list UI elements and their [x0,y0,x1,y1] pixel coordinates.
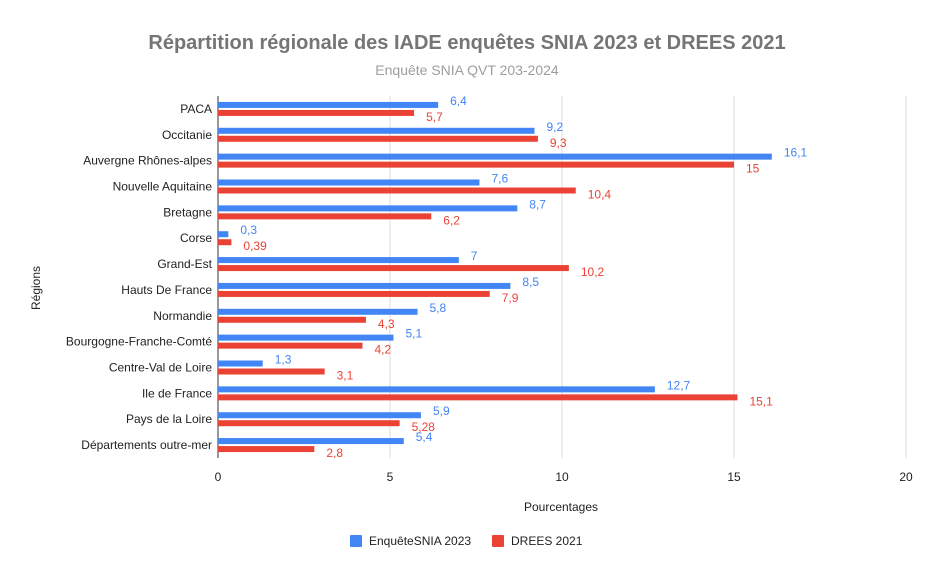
bar [218,135,538,142]
data-label: 4,2 [374,343,391,357]
bar [218,334,394,341]
data-label: 10,4 [588,188,612,202]
bar [218,420,400,427]
bar [218,386,655,393]
bar [218,394,738,401]
bar [218,127,535,134]
data-label: 0,3 [240,223,257,237]
bar [218,187,576,194]
x-tick-label: 5 [387,470,394,484]
bar [218,342,363,349]
bar [218,239,232,246]
data-label: 5,1 [405,327,422,341]
y-category-label: Départements outre-mer [81,438,212,452]
data-label: 16,1 [784,146,808,160]
y-category-label: Centre-Val de Loire [109,361,212,375]
bar [218,109,415,116]
data-label: 12,7 [667,378,691,392]
chart-subtitle: Enquête SNIA QVT 203-2024 [375,62,559,78]
legend-label-snia: EnquêteSNIA 2023 [369,534,471,548]
legend: EnquêteSNIA 2023 DREES 2021 [350,534,583,548]
data-label: 8,7 [529,197,546,211]
bar [218,179,480,186]
bar [218,265,569,272]
bar [218,446,315,453]
bar [218,412,421,419]
x-tick-label: 10 [555,470,569,484]
data-label: 2,8 [326,446,343,460]
y-category-label: Bourgogne-Franche-Comté [66,335,212,349]
data-label: 6,4 [450,94,467,108]
data-label: 5,28 [412,420,436,434]
chart-title: Répartition régionale des IADE enquêtes … [148,32,785,54]
data-label: 15 [746,162,760,176]
data-label: 1,3 [275,353,292,367]
y-category-label: Auvergne Rhônes-alpes [83,154,212,168]
bar [218,161,734,168]
legend-swatch-drees [492,535,504,547]
data-label: 7,6 [491,172,508,186]
legend-label-drees: DREES 2021 [511,534,583,548]
data-label: 5,7 [426,110,443,124]
y-category-label: Normandie [153,309,212,323]
data-label: 9,2 [546,120,563,134]
bar [218,101,439,108]
x-tick-label: 15 [727,470,741,484]
data-label: 10,2 [581,265,605,279]
legend-swatch-snia [350,535,362,547]
bar [218,231,229,238]
y-axis-categories: PACA Occitanie Auvergne Rhônes-alpes Nouvel… [66,102,213,452]
data-label: 7,9 [502,291,519,305]
x-axis-title: Pourcentages [524,500,598,514]
data-labels: 6,4 5,7 9,2 9,3 16,1 15 7,6 10,4 8,7 6,2 0,3 0,39 7 1… [240,94,807,460]
y-category-label: Ile de France [142,386,212,400]
data-label: 0,39 [243,239,267,253]
data-label: 5,8 [430,301,447,315]
bar [218,213,432,220]
y-category-label: Pays de la Loire [126,412,212,426]
y-axis-title: Régions [29,266,43,310]
x-tick-label: 0 [215,470,222,484]
y-category-label: PACA [180,102,212,116]
y-category-label: Corse [180,231,212,245]
bar [218,316,366,323]
x-tick-label: 20 [899,470,913,484]
y-category-label: Grand-Est [157,257,212,271]
bar [218,290,490,297]
y-category-label: Bretagne [163,205,212,219]
data-label: 8,5 [522,275,539,289]
bar [218,368,325,375]
bar [218,438,404,445]
y-category-label: Occitanie [162,128,212,142]
y-category-label: Hauts De France [121,283,212,297]
x-axis-ticks: 0 5 10 15 20 [215,470,913,484]
bar [218,153,772,160]
y-category-label: Nouvelle Aquitaine [113,180,213,194]
bar [218,308,418,315]
data-label: 7 [471,249,478,263]
bars [218,101,772,453]
bar [218,205,518,212]
data-label: 5,9 [433,404,450,418]
data-label: 6,2 [443,213,460,227]
bar [218,282,511,289]
data-label: 4,3 [378,317,395,331]
data-label: 5,4 [416,430,433,444]
bar [218,360,263,367]
data-label: 3,1 [337,369,354,383]
data-label: 15,1 [749,394,773,408]
data-label: 9,3 [550,136,567,150]
bar [218,257,459,264]
